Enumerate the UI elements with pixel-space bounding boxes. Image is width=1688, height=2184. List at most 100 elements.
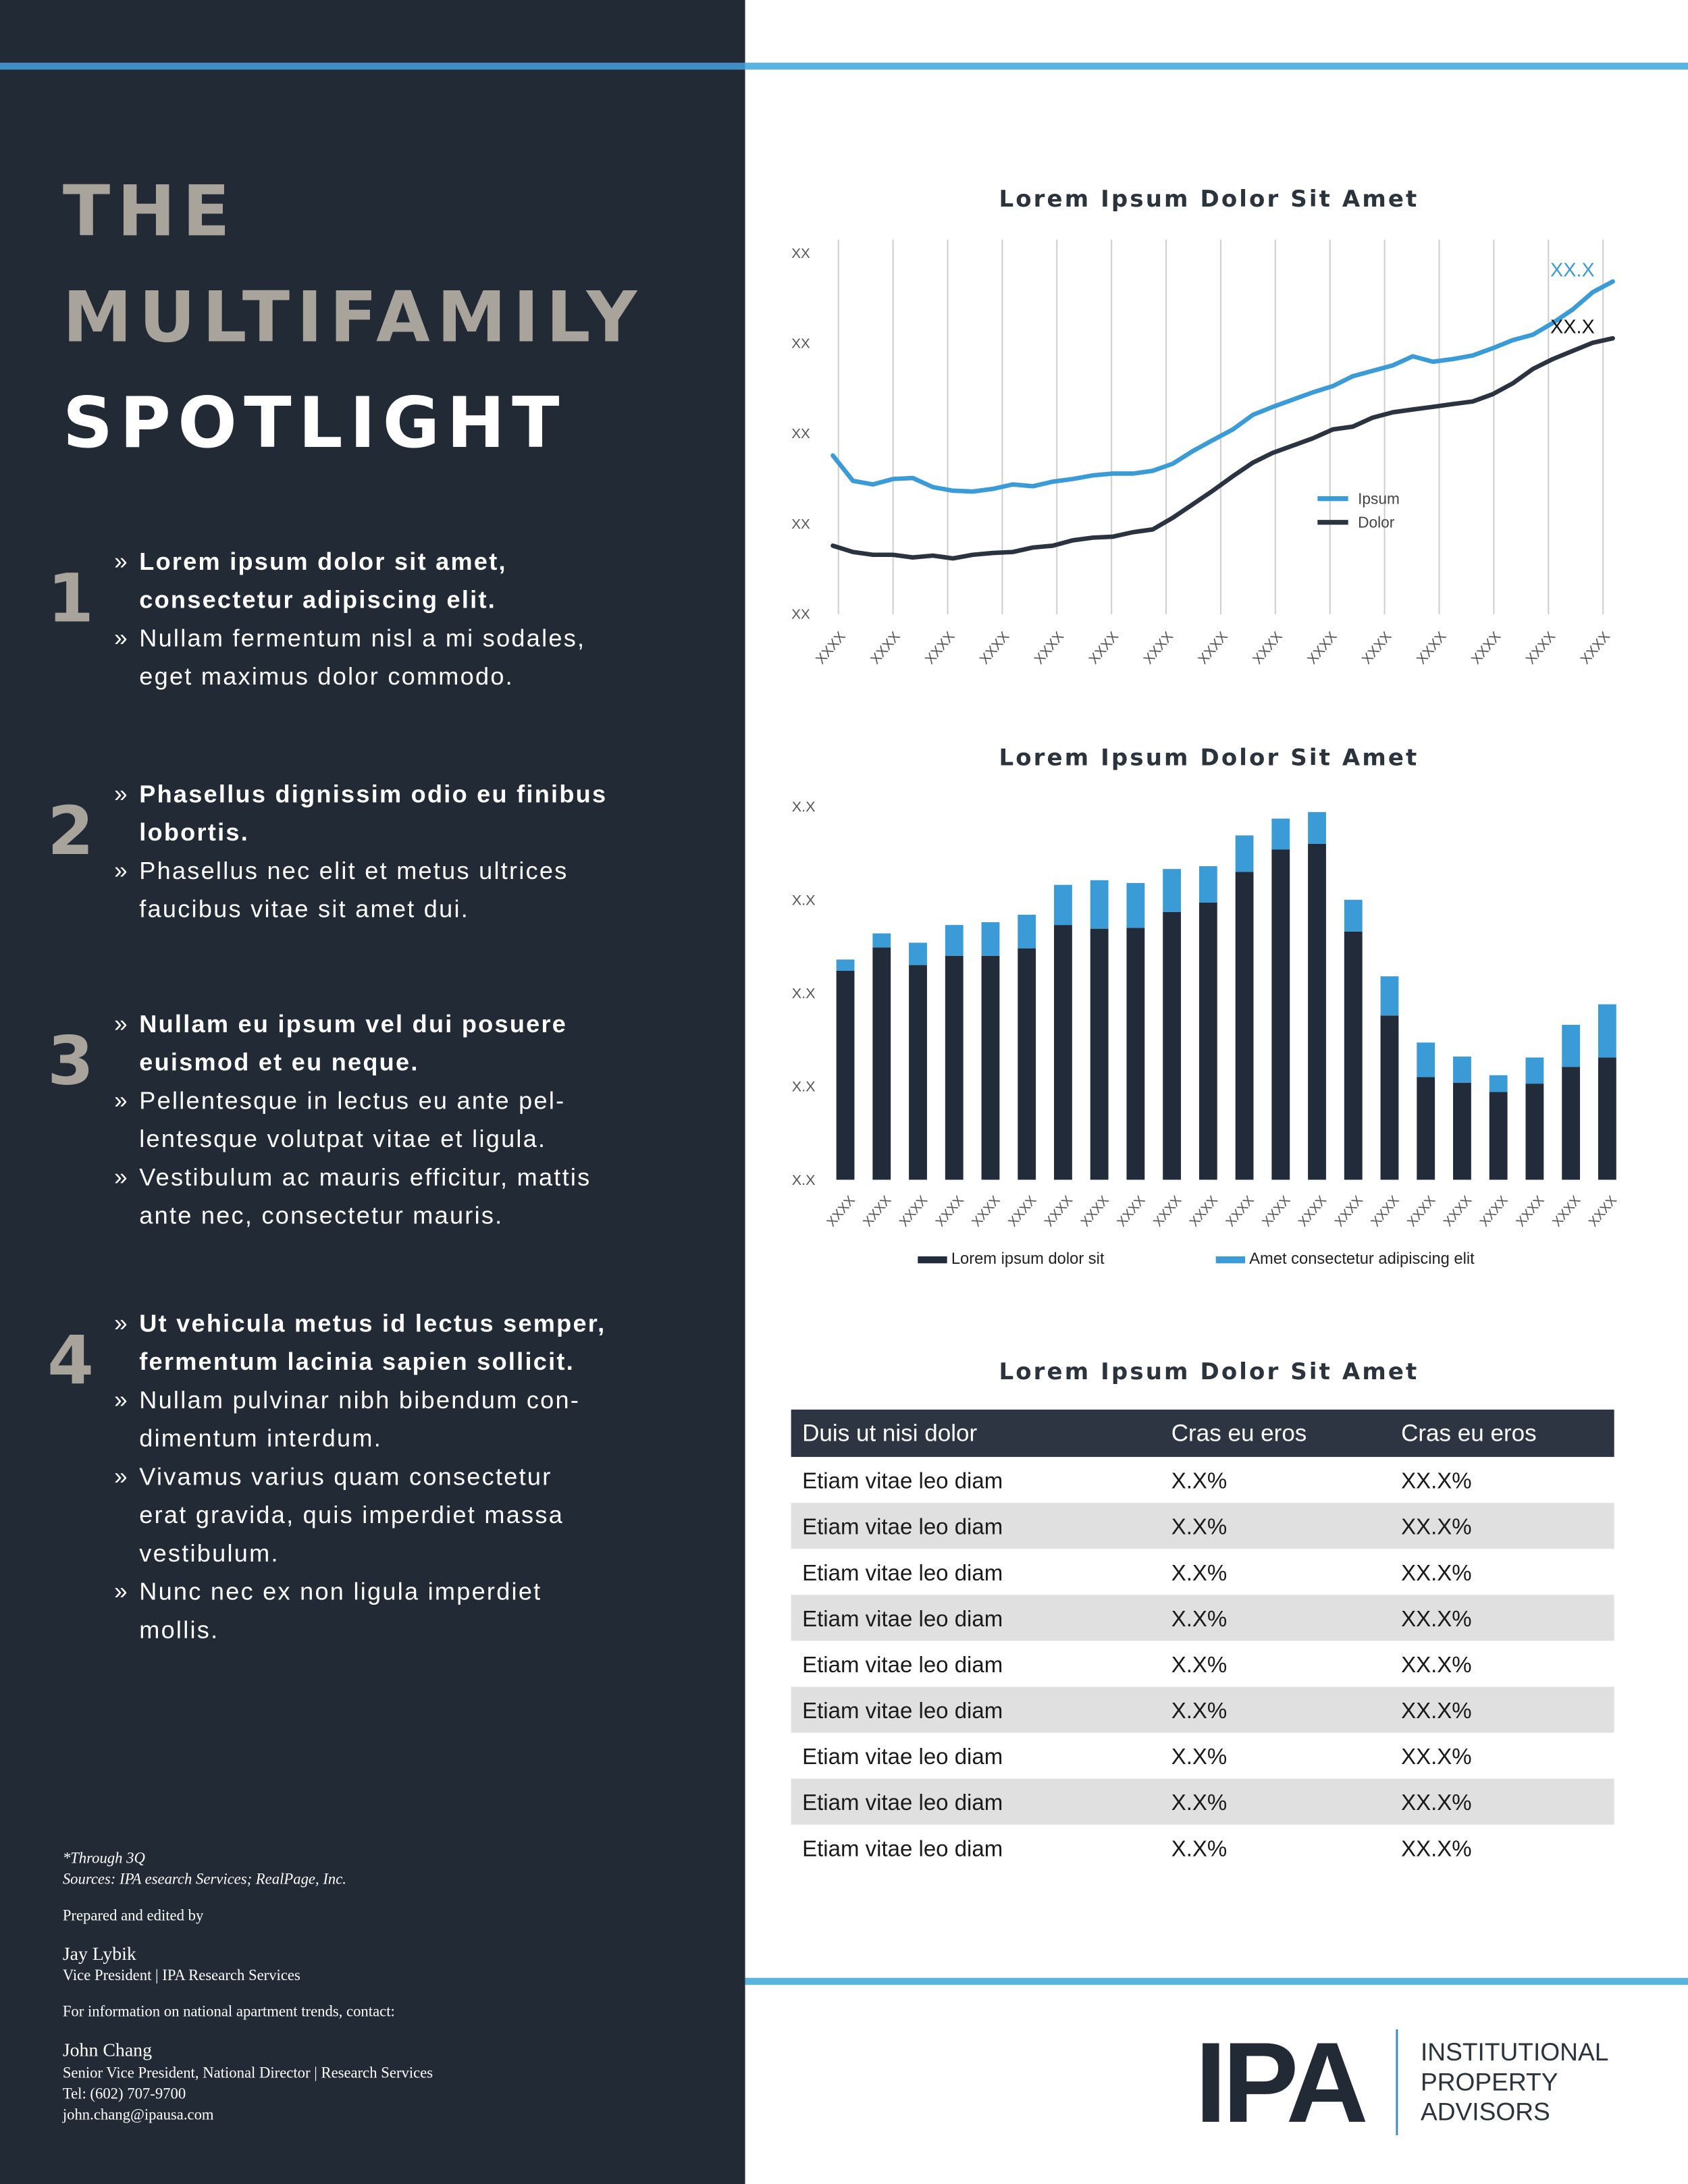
bar-segment <box>945 955 964 1180</box>
table-cell: XX.X% <box>1401 1744 1472 1769</box>
table-cell: Etiam vitae leo diam <box>802 1790 1003 1815</box>
legend-label: Lorem ipsum dolor sit <box>951 1250 1105 1268</box>
table-header-cell: Duis ut nisi dolor <box>802 1420 977 1446</box>
section-number: 3 <box>47 1023 94 1100</box>
bar-segment <box>1562 1025 1581 1067</box>
legend-label: Amet consectetur adipiscing elit <box>1249 1250 1475 1268</box>
table-row-bg <box>791 1595 1614 1641</box>
bar-segment <box>1018 948 1036 1180</box>
bar-segment <box>872 947 891 1180</box>
bullet: » <box>114 1463 127 1489</box>
y-tick-label: X.X <box>792 798 816 815</box>
table-row-bg <box>791 1686 1614 1733</box>
bar-segment <box>1235 835 1254 872</box>
table-title: Lorem Ipsum Dolor Sit Amet <box>999 1358 1419 1385</box>
footer-text: Jay Lybik <box>63 1944 136 1965</box>
main-title-line: MULTIFAMILY <box>63 277 644 358</box>
bar-segment <box>909 965 927 1180</box>
table-cell: XX.X% <box>1401 1698 1472 1723</box>
bar-segment <box>1308 811 1326 844</box>
y-tick-label: XX <box>791 606 810 622</box>
logo-text: ADVISORS <box>1421 2098 1550 2126</box>
end-label: XX.X <box>1550 259 1595 281</box>
bar-segment <box>1562 1067 1581 1180</box>
bullet: » <box>114 1578 127 1605</box>
table-cell: X.X% <box>1171 1606 1228 1631</box>
table-cell: XX.X% <box>1401 1652 1472 1677</box>
bullet-text: faucibus vitae sit amet dui. <box>139 895 469 923</box>
bullet: » <box>114 1011 127 1037</box>
bullet-heading: Nullam eu ipsum vel dui posuere <box>139 1010 567 1038</box>
bar-segment <box>1344 931 1363 1180</box>
bar-segment <box>836 959 855 971</box>
bullet-text: vestibulum. <box>139 1539 279 1567</box>
table-cell: X.X% <box>1171 1652 1228 1677</box>
logo-text: INSTITUTIONAL <box>1421 2037 1608 2066</box>
left-panel <box>0 0 745 2184</box>
bar-segment <box>1054 884 1072 926</box>
table-cell: XX.X% <box>1401 1468 1472 1493</box>
legend-label: Ipsum <box>1358 490 1400 508</box>
bar-segment <box>1380 976 1399 1016</box>
table-cell: Etiam vitae leo diam <box>802 1744 1003 1769</box>
section-number: 4 <box>47 1322 94 1400</box>
bullet-text: Vivamus varius quam consectetur <box>139 1462 552 1490</box>
bar-segment <box>1598 1004 1616 1058</box>
bullet-text: lentesque volutpat vitae et ligula. <box>139 1125 546 1152</box>
bar-segment <box>1018 914 1036 949</box>
bullet-heading: Phasellus dignissim odio eu finibus <box>139 780 607 807</box>
footer-text: Prepared and edited by <box>63 1907 204 1923</box>
bullet: » <box>114 1164 127 1190</box>
table-cell: Etiam vitae leo diam <box>802 1468 1003 1493</box>
bar-segment <box>1417 1077 1435 1180</box>
table-cell: XX.X% <box>1401 1514 1472 1539</box>
bullet-text: eget maximus dolor commodo. <box>139 662 514 690</box>
footer-text: Tel: (602) 707-9700 <box>63 2085 186 2102</box>
bar-segment <box>1054 925 1072 1180</box>
y-tick-label: XX <box>791 246 810 261</box>
table-cell: X.X% <box>1171 1514 1228 1539</box>
bar-segment <box>1525 1057 1544 1084</box>
bullet-text: erat gravida, quis imperdiet massa <box>139 1501 564 1528</box>
bullet-text: Nullam fermentum nisl a mi sodales, <box>139 624 585 651</box>
line-series <box>830 279 1615 494</box>
bar-segment <box>1163 911 1182 1180</box>
table-cell: X.X% <box>1171 1836 1228 1861</box>
table-cell: X.X% <box>1171 1790 1228 1815</box>
bullet-text: Pellentesque in lectus eu ante pel- <box>139 1086 565 1114</box>
table-header-cell: Cras eu eros <box>1401 1420 1537 1446</box>
table-cell: X.X% <box>1171 1698 1228 1723</box>
bar-segment <box>909 942 927 965</box>
bullet-text: ante nec, consectetur mauris. <box>139 1202 503 1229</box>
bar-segment <box>1453 1057 1471 1083</box>
top-rule-left <box>0 62 745 70</box>
bar-segment <box>836 970 855 1180</box>
bar-segment <box>1090 928 1109 1180</box>
bullet-heading: Lorem ipsum dolor sit amet, <box>139 548 507 575</box>
bullet: » <box>114 624 127 651</box>
table-row-bg <box>791 1778 1614 1825</box>
footer-text: *Through 3Q <box>63 1850 145 1867</box>
legend-label: Dolor <box>1358 514 1395 531</box>
bar-segment <box>1525 1084 1544 1180</box>
bullet: » <box>114 780 127 807</box>
bar-segment <box>1380 1015 1399 1180</box>
table-cell: Etiam vitae leo diam <box>802 1606 1003 1631</box>
footer-text: For information on national apartment tr… <box>63 2003 395 2020</box>
bar-segment <box>945 925 964 956</box>
bar-segment <box>1198 866 1217 903</box>
section-number: 1 <box>47 560 94 638</box>
footer-text: John Chang <box>63 2040 152 2060</box>
bar-segment <box>1598 1057 1616 1180</box>
bullet-text: Vestibulum ac mauris efficitur, mattis <box>139 1163 591 1191</box>
bullet-text: dimentum interdum. <box>139 1424 382 1452</box>
table-cell: XX.X% <box>1401 1790 1472 1815</box>
table-cell: XX.X% <box>1401 1606 1472 1631</box>
table-cell: X.X% <box>1171 1744 1228 1769</box>
main-title-line: SPOTLIGHT <box>63 383 566 464</box>
bar-segment <box>1271 818 1290 850</box>
footer-text: Senior Vice President, National Director… <box>63 2064 433 2081</box>
bar-segment <box>1126 928 1145 1180</box>
bullet-heading: Ut vehicula metus id lectus semper, <box>139 1309 606 1337</box>
